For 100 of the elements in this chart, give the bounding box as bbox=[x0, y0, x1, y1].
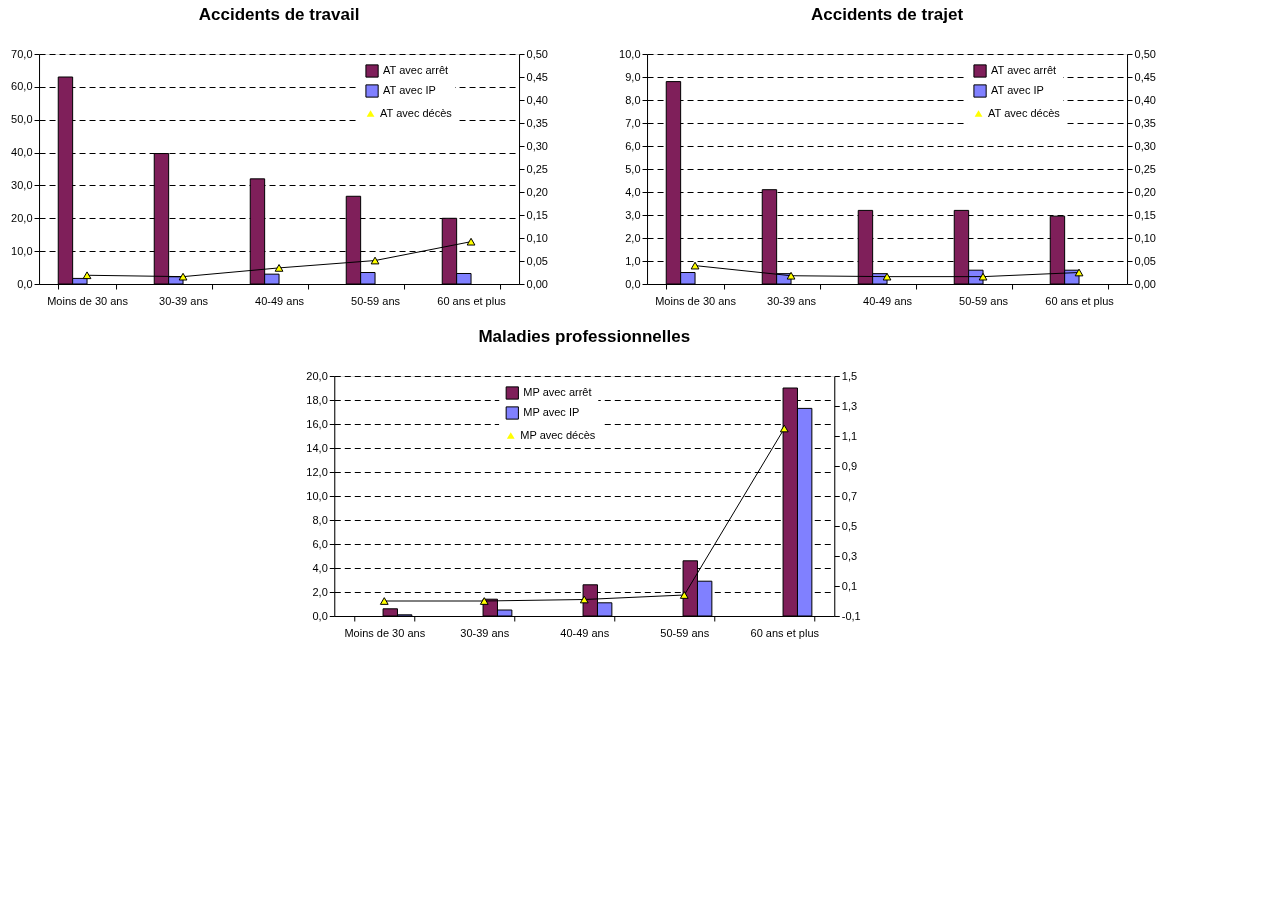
y2-tick-label: 0,15 bbox=[1134, 208, 1156, 221]
point bbox=[1074, 268, 1084, 277]
x-tick-label: 30-39 ans bbox=[767, 294, 817, 307]
y-tick-label: 8,0 bbox=[625, 93, 641, 106]
y-tick-label: 4,0 bbox=[625, 185, 641, 198]
point bbox=[679, 591, 689, 599]
legend-label: AT avec arrêt bbox=[991, 64, 1057, 76]
point bbox=[274, 264, 284, 272]
y2-tick-label: 0,30 bbox=[1134, 139, 1156, 152]
y-tick-label: 0,0 bbox=[312, 609, 328, 622]
y2-tick-label: 0,35 bbox=[526, 116, 548, 129]
y2-tick-label: 0,5 bbox=[841, 519, 858, 532]
y2-tick-label: 0,7 bbox=[841, 489, 858, 502]
y2-tick-label: 0,25 bbox=[1134, 162, 1156, 175]
y2-tick-label: 0,10 bbox=[1134, 231, 1156, 244]
y-tick-label: 10,0 bbox=[306, 489, 328, 502]
y2-tick-label: 0,50 bbox=[526, 47, 548, 60]
y-tick-label: 30,0 bbox=[11, 178, 33, 191]
y2-tick-label: 0,45 bbox=[1134, 70, 1156, 83]
point bbox=[786, 271, 796, 280]
x-tick-label: 30-39 ans bbox=[460, 626, 510, 639]
y2-tick-label: 0,25 bbox=[526, 162, 548, 175]
y2-tick-label: 0,50 bbox=[1134, 47, 1156, 60]
legend-label: MP avec arrêt bbox=[523, 386, 592, 398]
point bbox=[379, 597, 389, 605]
y2-tick-label: 0,9 bbox=[841, 459, 858, 472]
x-tick-label: Moins de 30 ans bbox=[655, 294, 737, 307]
x-tick-label: 40-49 ans bbox=[560, 626, 610, 639]
y-tick-label: 1,0 bbox=[625, 254, 641, 267]
y-tick-label: 0,0 bbox=[625, 277, 641, 290]
y2-tick-label: 0,20 bbox=[1134, 185, 1156, 198]
chart-title: Maladies professionnelles bbox=[478, 327, 691, 346]
y2-tick-label: 0,05 bbox=[1134, 254, 1156, 267]
point bbox=[370, 256, 380, 265]
y-tick-label: 20,0 bbox=[11, 211, 33, 224]
x-tick-label: 50-59 ans bbox=[959, 294, 1009, 307]
x-tick-label: 60 ans et plus bbox=[750, 626, 820, 639]
point bbox=[466, 237, 476, 246]
y-tick-label: 4,0 bbox=[312, 561, 328, 574]
y2-tick-label: 0,30 bbox=[526, 139, 548, 152]
legend-label: AT avec IP bbox=[991, 84, 1044, 96]
y-tick-label: 0,0 bbox=[17, 277, 33, 290]
y2-tick-label: 0,05 bbox=[526, 254, 548, 267]
y2-tick-label: 0,40 bbox=[526, 93, 548, 106]
y-tick-label: 14,0 bbox=[306, 441, 328, 454]
x-tick-label: 30-39 ans bbox=[159, 294, 209, 307]
x-tick-label: 40-49 ans bbox=[863, 294, 913, 307]
y-tick-label: 2,0 bbox=[625, 231, 641, 244]
point bbox=[479, 597, 489, 605]
x-tick-label: 50-59 ans bbox=[351, 294, 401, 307]
chart-title: Accidents de trajet bbox=[810, 5, 964, 24]
y-tick-label: 20,0 bbox=[306, 369, 328, 382]
point bbox=[82, 271, 92, 280]
y-tick-label: 7,0 bbox=[625, 116, 641, 129]
x-tick-label: Moins de 30 ans bbox=[47, 294, 129, 307]
y-tick-label: 40,0 bbox=[11, 146, 33, 159]
y-tick-label: 60,0 bbox=[11, 80, 33, 93]
x-tick-label: 40-49 ans bbox=[255, 294, 305, 307]
legend-label: AT avec IP bbox=[383, 84, 436, 96]
y2-tick-label: 0,15 bbox=[526, 208, 548, 221]
x-tick-label: 60 ans et plus bbox=[1045, 294, 1115, 307]
point bbox=[882, 272, 892, 281]
point bbox=[178, 272, 188, 281]
y-tick-label: 70,0 bbox=[11, 47, 33, 60]
legend-label: AT avec décès bbox=[988, 106, 1061, 119]
y-tick-label: 6,0 bbox=[625, 139, 641, 152]
x-tick-label: 50-59 ans bbox=[660, 626, 710, 639]
chart-title: Accidents de travail bbox=[198, 5, 360, 24]
y2-tick-label: 0,40 bbox=[1134, 93, 1156, 106]
point bbox=[579, 595, 589, 604]
y2-tick-label: 1,5 bbox=[841, 369, 858, 382]
y-tick-label: 2,0 bbox=[312, 585, 328, 598]
point bbox=[779, 424, 789, 433]
y2-tick-label: 0,00 bbox=[526, 277, 548, 290]
x-tick-label: Moins de 30 ans bbox=[344, 626, 426, 639]
point bbox=[978, 272, 988, 281]
y2-tick-label: 0,35 bbox=[1134, 116, 1156, 129]
legend-label: AT avec décès bbox=[380, 106, 453, 119]
y2-tick-label: 0,20 bbox=[526, 185, 548, 198]
y2-tick-label: 0,3 bbox=[841, 549, 858, 562]
y-tick-label: 9,0 bbox=[625, 70, 641, 83]
y-tick-label: 3,0 bbox=[625, 208, 641, 221]
y-tick-label: 10,0 bbox=[11, 244, 33, 257]
y-tick-label: 10,0 bbox=[619, 47, 641, 60]
legend-label: MP avec décès bbox=[520, 428, 596, 441]
y2-tick-label: 0,45 bbox=[526, 70, 548, 83]
y-tick-label: 12,0 bbox=[306, 465, 328, 478]
y-tick-label: 8,0 bbox=[312, 513, 328, 526]
y-tick-label: 50,0 bbox=[11, 113, 33, 126]
legend-label: MP avec IP bbox=[523, 406, 580, 418]
y-tick-label: 5,0 bbox=[625, 162, 641, 175]
y-tick-label: 16,0 bbox=[306, 417, 328, 430]
y2-tick-label: 1,1 bbox=[841, 429, 858, 442]
y-tick-label: 6,0 bbox=[312, 537, 328, 550]
y2-tick-label: 0,1 bbox=[841, 579, 858, 592]
y-tick-label: 18,0 bbox=[306, 393, 328, 406]
point bbox=[690, 261, 700, 270]
y2-tick-label: 0,00 bbox=[1134, 277, 1156, 290]
y2-tick-label: -0,1 bbox=[841, 609, 861, 622]
legend-label: AT avec arrêt bbox=[383, 64, 449, 76]
